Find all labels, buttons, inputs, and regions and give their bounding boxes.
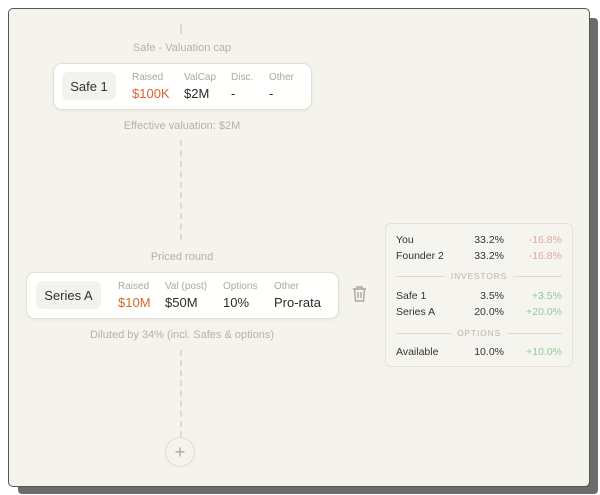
round-name-chip[interactable]: Series A	[36, 281, 101, 309]
field-raised[interactable]: Raised $10M	[118, 281, 151, 310]
field-raised[interactable]: Raised $100K	[132, 72, 170, 101]
field-value[interactable]: $100K	[132, 86, 170, 101]
section-label: INVESTORS	[450, 271, 508, 281]
holder-percent: 33.2%	[474, 250, 504, 262]
safe-round-note: Effective valuation: $2M	[123, 120, 241, 132]
field-value[interactable]: Pro-rata	[274, 295, 321, 310]
field-label: Val (post)	[165, 281, 208, 292]
field-other[interactable]: Other -	[269, 72, 294, 101]
safe-round-type: Safe - Valuation cap	[132, 42, 232, 54]
investors-heading: INVESTORS	[396, 270, 563, 282]
field-value[interactable]: $50M	[165, 295, 198, 310]
field-label: Options	[223, 281, 258, 292]
connector-line	[180, 140, 182, 240]
holder-change: +10.0%	[526, 346, 562, 358]
holder-change: -16.8%	[528, 250, 562, 262]
field-valuation[interactable]: Val (post) $50M	[165, 281, 207, 310]
trash-icon[interactable]	[352, 286, 367, 307]
cap-row-founder: Founder 2 33.2% -16.8%	[396, 250, 562, 264]
field-value[interactable]: $10M	[118, 295, 151, 310]
field-value[interactable]: -	[231, 86, 236, 101]
holder-name: Available	[396, 346, 439, 358]
holder-change: -16.8%	[528, 234, 562, 246]
holder-percent: 33.2%	[474, 234, 504, 246]
holder-percent: 10.0%	[474, 346, 504, 358]
options-heading: OPTIONS	[396, 327, 563, 339]
round-name-chip[interactable]: Safe 1	[62, 72, 116, 100]
field-label: Disc.	[231, 72, 254, 83]
cap-row-investor: Series A 20.0% +20.0%	[396, 306, 562, 320]
holder-name: Series A	[396, 306, 436, 318]
field-discount[interactable]: Disc. -	[231, 72, 253, 101]
field-label: Raised	[132, 72, 164, 83]
cap-row-you: You 33.2% -16.8%	[396, 234, 562, 248]
cap-row-investor: Safe 1 3.5% +3.5%	[396, 290, 562, 304]
field-valcap[interactable]: ValCap $2M	[184, 72, 216, 101]
field-label: Other	[269, 72, 295, 83]
holder-name: Safe 1	[396, 290, 427, 302]
priced-round-note: Diluted by 34% (incl. Safes & options)	[89, 329, 275, 341]
field-value[interactable]: $2M	[184, 86, 210, 101]
holder-percent: 3.5%	[480, 290, 504, 302]
section-label: OPTIONS	[457, 328, 501, 338]
plus-icon: +	[174, 441, 186, 462]
connector-line	[180, 24, 182, 34]
cap-table-panel: You 33.2% -16.8% Founder 2 33.2% -16.8% INVE…	[385, 223, 573, 367]
priced-round-card[interactable]: Series A Raised $10M Val (post) $50M Optio…	[26, 272, 339, 319]
field-value[interactable]: -	[269, 86, 274, 101]
field-label: Other	[274, 281, 300, 292]
connector-line	[180, 350, 182, 437]
holder-name: You	[396, 234, 414, 246]
holder-percent: 20.0%	[474, 306, 504, 318]
field-label: ValCap	[184, 72, 217, 83]
cap-row-options: Available 10.0% +10.0%	[396, 346, 562, 360]
field-other[interactable]: Other Pro-rata	[274, 281, 321, 310]
field-value[interactable]: 10%	[223, 295, 250, 310]
field-label: Raised	[118, 281, 150, 292]
holder-name: Founder 2	[396, 250, 444, 262]
safe-round-card[interactable]: Safe 1 Raised $100K ValCap $2M Disc. - Othe…	[53, 63, 312, 110]
field-options[interactable]: Options 10%	[223, 281, 257, 310]
holder-change: +20.0%	[526, 306, 562, 318]
add-round-button[interactable]: +	[165, 437, 195, 467]
holder-change: +3.5%	[531, 290, 562, 302]
priced-round-type: Priced round	[150, 251, 214, 263]
